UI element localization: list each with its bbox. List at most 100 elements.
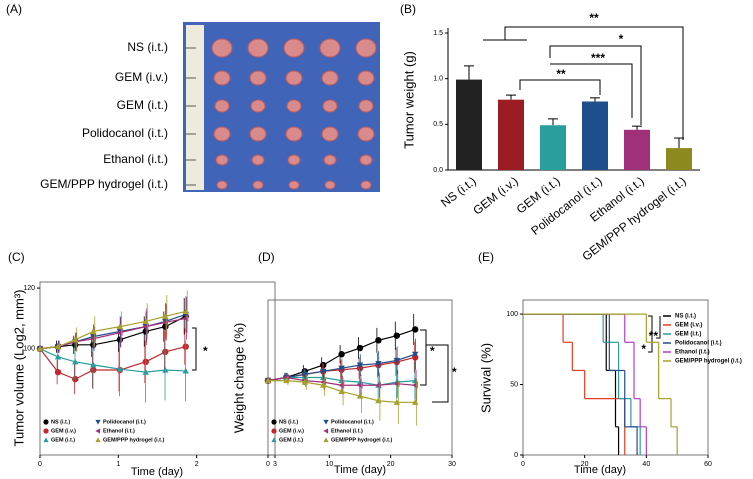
tumor [251,154,265,166]
legend-label: Ethanol (i.t.) [675,350,710,356]
marker [412,326,419,333]
tumor [359,154,373,166]
marker [36,345,44,352]
significance: ** [649,329,659,343]
legend-label: GEM (i.t.) [675,332,701,338]
tumor [360,180,372,190]
y-tick-label: 1.5 [433,30,443,37]
bracket [549,45,642,125]
bracket [192,327,197,371]
significance: * [641,342,646,356]
bracket [648,315,653,353]
legend-label: NS (i.t.) [675,314,696,320]
legend-label: Polidocanol (i.t.) [331,419,374,425]
marker [301,371,308,378]
marker [393,332,400,339]
legend-marker [43,428,49,434]
row-label: NS (i.t.) [127,40,168,54]
x-axis-title: Time (day) [334,464,386,476]
tumor [321,70,339,86]
y-tick-label: 100 [23,346,35,353]
row-label: GEM (i.v.) [115,70,168,84]
legend-label: Ethanol (i.t.) [103,428,135,434]
bracket [420,329,427,386]
marker [338,351,345,358]
tumor [215,154,229,166]
tumor [214,99,230,113]
legend-label: GEM (i.v.) [279,428,304,434]
legend-label: NS (i.t.) [279,419,298,425]
x-axis-title: Time (day) [131,466,183,478]
y-tick-label: 0.0 [433,167,443,174]
tumor-photo [183,22,380,192]
marker [72,336,79,343]
tumor [247,38,269,58]
tumor [211,38,233,58]
ruler [186,25,204,190]
marker [375,337,382,344]
legend-marker [43,437,49,443]
tumor [287,154,301,166]
series-line [39,310,186,350]
marker [72,358,79,365]
tumor [249,126,267,142]
marker [182,308,189,315]
tumor [323,154,337,166]
bar [456,79,482,170]
legend-label: GEM (i.v.) [51,428,76,434]
x-tick-label: 0 [38,461,42,468]
marker [301,378,308,385]
panel-label: (A) [6,2,22,16]
y-axis-title: Survival (%) [478,343,493,413]
marker [54,368,62,376]
y-tick-label: 1.0 [433,76,443,83]
x-tick-label: 20 [581,461,589,468]
legend-marker [95,419,101,425]
tumors [186,38,377,190]
marker [162,313,169,319]
marker [54,343,62,350]
y-axis-title: Tumor volume (Log2, mm³) [11,290,26,447]
legend-marker [271,428,277,434]
marker [338,388,345,395]
x-tick-label: 0 [266,461,270,468]
legend-label: GEM (i.t.) [279,437,303,443]
x-tick-label: 20 [387,461,395,468]
legend-marker [271,437,277,443]
x-axis-title: Time (day) [574,464,626,476]
tumor [286,99,302,113]
bracket [483,26,684,140]
tumor [283,38,305,58]
row-label: Polidocanol (i.t.) [82,126,168,140]
tumor [355,38,377,58]
marker [264,377,272,384]
legend-label: Polidocanol (i.t.) [103,419,146,425]
bar [624,129,650,170]
marker [162,366,169,373]
legend-label: GEM/PPP hydrogel (i.t.) [103,437,164,443]
tumor [324,180,336,190]
significance: *** [591,51,605,65]
significance: ** [589,11,599,25]
marker [375,360,382,367]
marker [356,344,364,352]
tumor [357,70,375,86]
panel-label: (C) [8,250,25,264]
marker [356,362,364,369]
tumor [319,38,341,58]
tumor [213,70,231,86]
panel-label: (E) [478,250,494,264]
x-tick-label: 0 [521,461,525,468]
y-tick-label: 50 [510,381,518,388]
x-tick-label: 10 [325,461,333,468]
tumor [322,99,338,113]
legend-marker [323,419,329,425]
x-tick-label: 2 [195,461,199,468]
x-tick-label: 40 [642,461,650,468]
x-tick-label: 30 [448,461,456,468]
legend-marker [271,419,277,425]
bracket [550,63,633,118]
legend-marker [95,428,101,434]
significance: ** [556,67,566,81]
